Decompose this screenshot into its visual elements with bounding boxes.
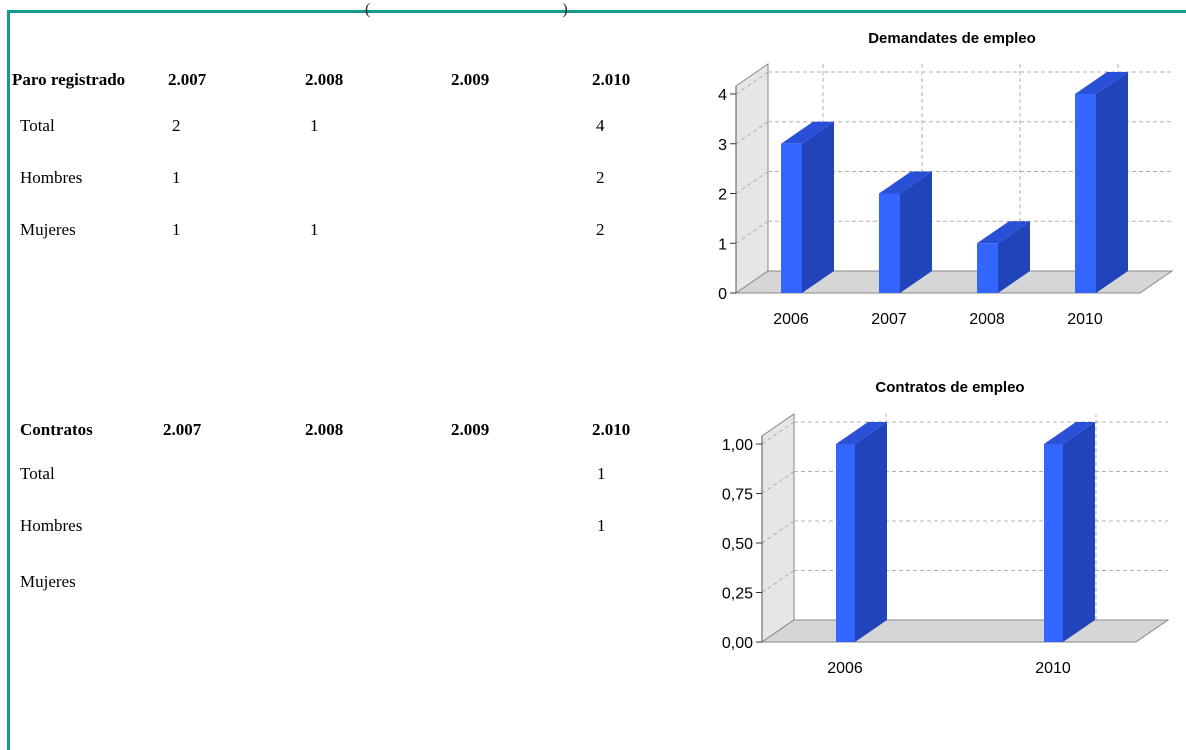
table-header-year: 2.008 [305,70,344,89]
table-cell: 2 [596,168,605,187]
table-cell: 1 [172,220,181,239]
table-cell: 1 [597,464,606,483]
row-label-mujeres: Mujeres [20,572,76,591]
table-header-label: Contratos [20,420,93,439]
table-cell: 1 [172,168,181,187]
paro-registrado-table: Paro registrado 2.007 2.008 2.009 2.010 … [0,0,660,260]
table-cell: 1 [597,516,606,535]
row-label-total: Total [20,464,55,483]
table-cell: 2 [596,220,605,239]
table-cell: 2 [172,116,181,135]
table-header-year: 2.009 [451,420,490,439]
table-header-year: 2.007 [163,420,202,439]
row-label-hombres: Hombres [20,516,83,535]
page-frame: ( ) [7,1,1186,750]
row-label-mujeres: Mujeres [20,220,76,239]
table-header-year: 2.010 [592,420,631,439]
table-header-year: 2.009 [451,70,490,89]
table-header-year: 2.008 [305,420,344,439]
table-header-year: 2.007 [168,70,207,89]
table-cell: 4 [596,116,605,135]
top-text-fragment: ( ) [365,1,568,18]
row-label-hombres: Hombres [20,168,83,187]
table-cell: 1 [310,220,319,239]
table-header-label: Paro registrado [12,70,126,89]
contratos-table: Contratos 2.007 2.008 2.009 2.010 Total … [0,0,660,600]
row-label-total: Total [20,116,55,135]
table-cell: 1 [310,116,319,135]
table-header-year: 2.010 [592,70,631,89]
